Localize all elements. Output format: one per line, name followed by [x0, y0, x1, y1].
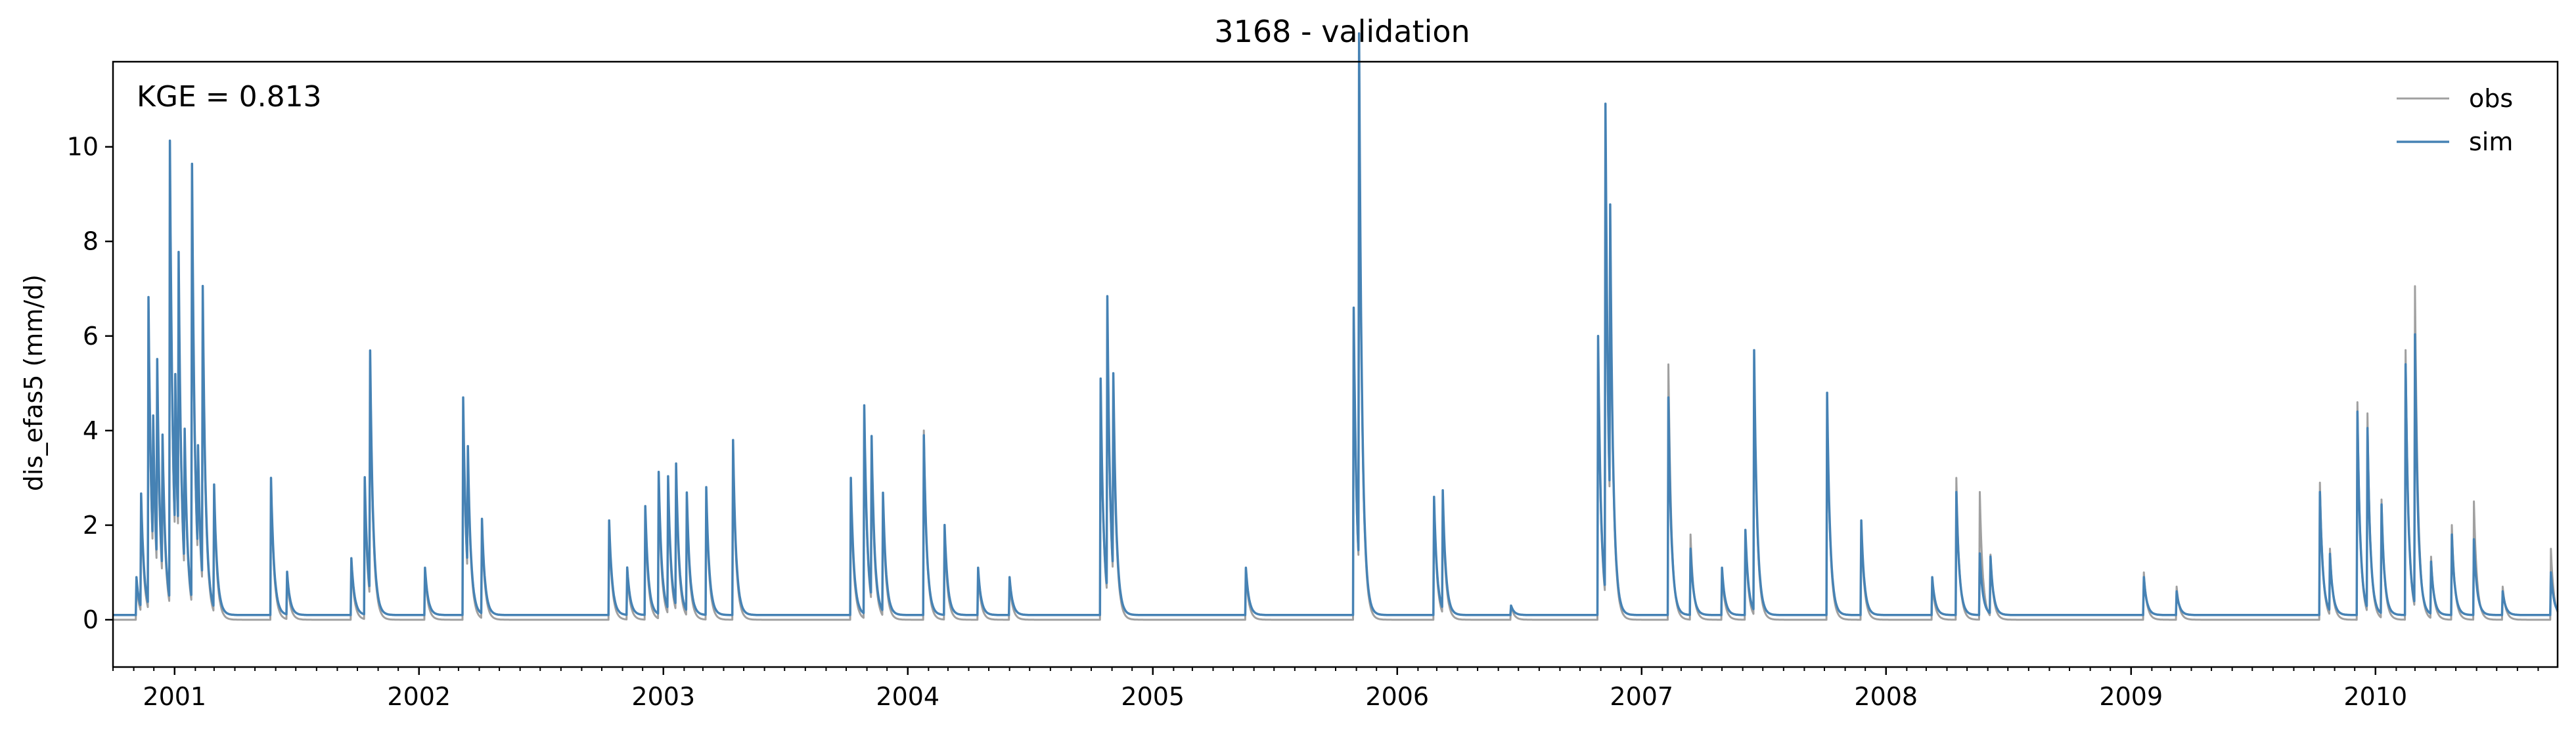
y-tick-label-8: 8 — [83, 227, 99, 256]
x-tick-label-2003: 2003 — [631, 682, 695, 711]
y-tick-label-10: 10 — [67, 133, 99, 162]
x-tick-label-2004: 2004 — [876, 682, 939, 711]
x-tick-label-2007: 2007 — [1610, 682, 1673, 711]
y-tick-label-6: 6 — [83, 322, 99, 351]
series-line-obs — [112, 47, 2559, 621]
legend: obs sim — [2397, 84, 2513, 156]
x-tick-label-2010: 2010 — [2343, 682, 2407, 711]
y-axis-label: dis_efas5 (mm/d) — [19, 274, 48, 491]
x-tick-label-2005: 2005 — [1121, 682, 1185, 711]
x-tick-label-2001: 2001 — [143, 682, 206, 711]
x-tick-label-2008: 2008 — [1854, 682, 1918, 711]
x-tick-label-2002: 2002 — [387, 682, 451, 711]
y-tick-label-0: 0 — [83, 605, 99, 634]
y-axis: 0 2 4 6 8 10 — [67, 133, 113, 634]
x-tick-label-2006: 2006 — [1365, 682, 1429, 711]
x-axis: 2001 2002 2003 2004 2005 2006 2007 2008 2009 2010 — [112, 667, 2539, 711]
y-tick-label-2: 2 — [83, 511, 99, 540]
series-line-sim — [112, 32, 2559, 616]
y-tick-label-4: 4 — [83, 416, 99, 445]
legend-label-obs: obs — [2469, 84, 2513, 113]
x-tick-label-2009: 2009 — [2099, 682, 2163, 711]
chart-title: 3168 - validation — [1214, 14, 1470, 49]
legend-label-sim: sim — [2469, 127, 2513, 156]
kge-annotation: KGE = 0.813 — [137, 80, 322, 114]
